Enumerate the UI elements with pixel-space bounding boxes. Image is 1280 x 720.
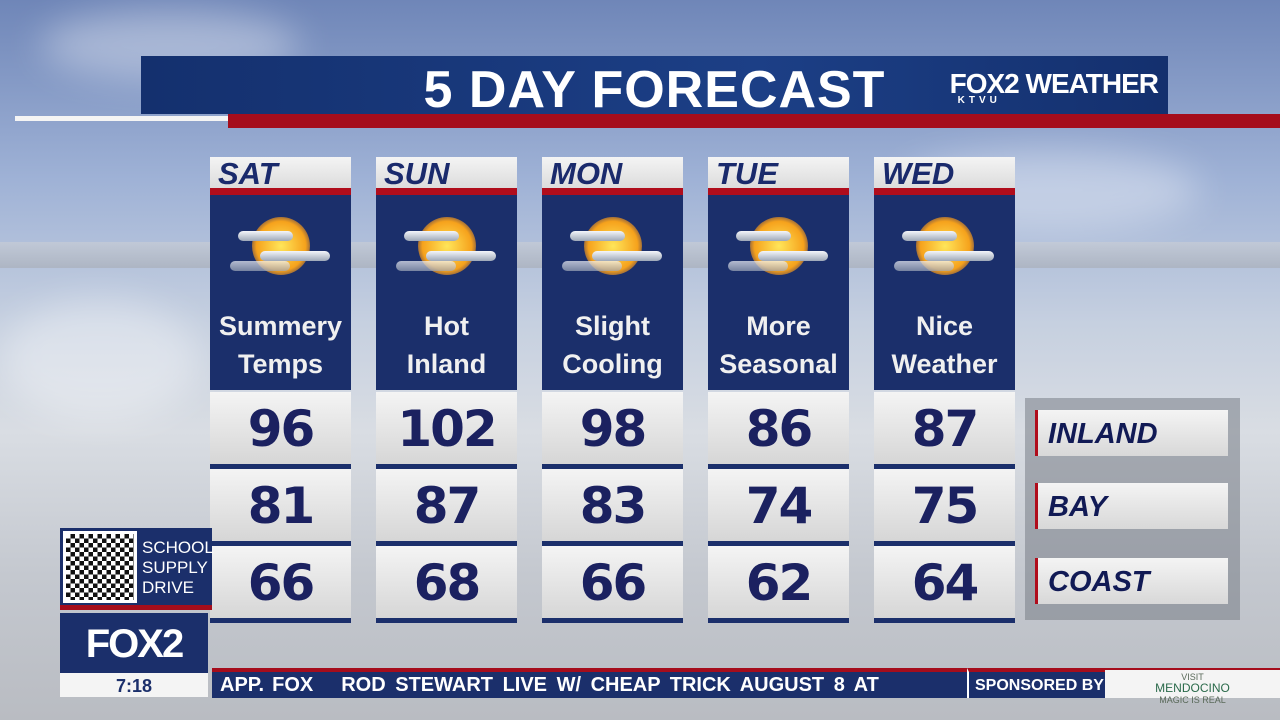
page-title: 5 DAY FORECAST xyxy=(423,61,886,119)
legend-bay: BAY xyxy=(1035,483,1228,529)
sponsor-name: MENDOCINO xyxy=(1155,681,1230,695)
sponsor-logo: VISIT MENDOCINO MAGIC IS REAL xyxy=(1105,668,1280,705)
legend-inland: INLAND xyxy=(1035,410,1228,456)
day-column-tue: TUE More Seasonal 86 74 62 xyxy=(708,157,849,623)
coast-temp: 68 xyxy=(376,546,517,618)
condition-text: Nice Weather xyxy=(891,311,998,379)
condition-panel: Summery Temps xyxy=(210,195,351,390)
divider xyxy=(210,188,351,195)
day-column-sat: SAT Summery Temps 96 81 66 xyxy=(210,157,351,623)
sponsor-tagline: MAGIC IS REAL xyxy=(1159,695,1226,705)
clock: 7:18 xyxy=(60,673,208,697)
bay-temp: 75 xyxy=(874,469,1015,541)
day-column-sun: SUN Hot Inland 102 87 68 xyxy=(376,157,517,623)
title-accent-line xyxy=(15,116,228,121)
partly-cloudy-sun-icon xyxy=(396,209,496,289)
ticker-text: ROD STEWART LIVE W/ CHEAP TRICK AUGUST 8… xyxy=(341,674,879,696)
promo-line: DRIVE xyxy=(142,578,194,597)
condition-panel: Nice Weather xyxy=(874,195,1015,390)
promo-box: SCHOOL SUPPLY DRIVE xyxy=(60,528,214,610)
brand-subtext: KTVU xyxy=(957,95,1001,106)
bay-temp: 83 xyxy=(542,469,683,541)
partly-cloudy-sun-icon xyxy=(894,209,994,289)
bay-temp: 74 xyxy=(708,469,849,541)
fox-ticker-logo: FOX xyxy=(272,674,314,696)
condition-text: More Seasonal xyxy=(719,311,838,379)
coast-temp: 66 xyxy=(210,546,351,618)
sponsor-top: VISIT xyxy=(1181,672,1204,682)
qr-code[interactable] xyxy=(63,531,137,603)
brand-text: FOX2 WEATHER xyxy=(949,68,1159,99)
title-bar: 5 DAY FORECAST FOX2 WEATHER KTVU xyxy=(141,56,1168,119)
inland-temp: 96 xyxy=(210,392,351,464)
bay-temp: 81 xyxy=(210,469,351,541)
title-underline xyxy=(228,114,1280,128)
condition-panel: Slight Cooling xyxy=(542,195,683,390)
promo-text: SCHOOL SUPPLY DRIVE xyxy=(142,538,214,598)
promo-line: SUPPLY xyxy=(142,558,208,577)
legend-coast: COAST xyxy=(1035,558,1228,604)
condition-panel: Hot Inland xyxy=(376,195,517,390)
inland-temp: 86 xyxy=(708,392,849,464)
condition-panel: More Seasonal xyxy=(708,195,849,390)
coast-temp: 66 xyxy=(542,546,683,618)
day-column-mon: MON Slight Cooling 98 83 66 xyxy=(542,157,683,623)
news-ticker: APP. FOX ROD STEWART LIVE W/ CHEAP TRICK A… xyxy=(212,668,967,698)
day-label: MON xyxy=(542,157,683,190)
inland-temp: 98 xyxy=(542,392,683,464)
promo-line: SCHOOL xyxy=(142,538,214,557)
divider xyxy=(376,188,517,195)
partly-cloudy-sun-icon xyxy=(562,209,662,289)
day-label: TUE xyxy=(708,157,849,190)
sponsored-by-label: SPONSORED BY xyxy=(967,668,1105,698)
fox2-weather-logo: FOX2 WEATHER KTVU xyxy=(949,68,1159,106)
bay-temp: 87 xyxy=(376,469,517,541)
condition-text: Hot Inland xyxy=(406,311,487,379)
fox2-logo: FOX2 xyxy=(60,613,208,673)
ticker-text: APP. xyxy=(220,674,265,696)
day-label: SAT xyxy=(210,157,351,190)
inland-temp: 87 xyxy=(874,392,1015,464)
partly-cloudy-sun-icon xyxy=(728,209,828,289)
coast-temp: 62 xyxy=(708,546,849,618)
day-label: SUN xyxy=(376,157,517,190)
inland-temp: 102 xyxy=(376,392,517,464)
coast-temp: 64 xyxy=(874,546,1015,618)
divider xyxy=(542,188,683,195)
background-cloud xyxy=(0,300,200,420)
divider xyxy=(874,188,1015,195)
partly-cloudy-sun-icon xyxy=(230,209,330,289)
divider xyxy=(708,188,849,195)
day-column-wed: WED Nice Weather 87 75 64 xyxy=(874,157,1015,623)
condition-text: Slight Cooling xyxy=(562,311,663,379)
region-legend: INLAND BAY COAST xyxy=(1025,398,1240,620)
day-label: WED xyxy=(874,157,1015,190)
condition-text: Summery Temps xyxy=(218,311,343,379)
